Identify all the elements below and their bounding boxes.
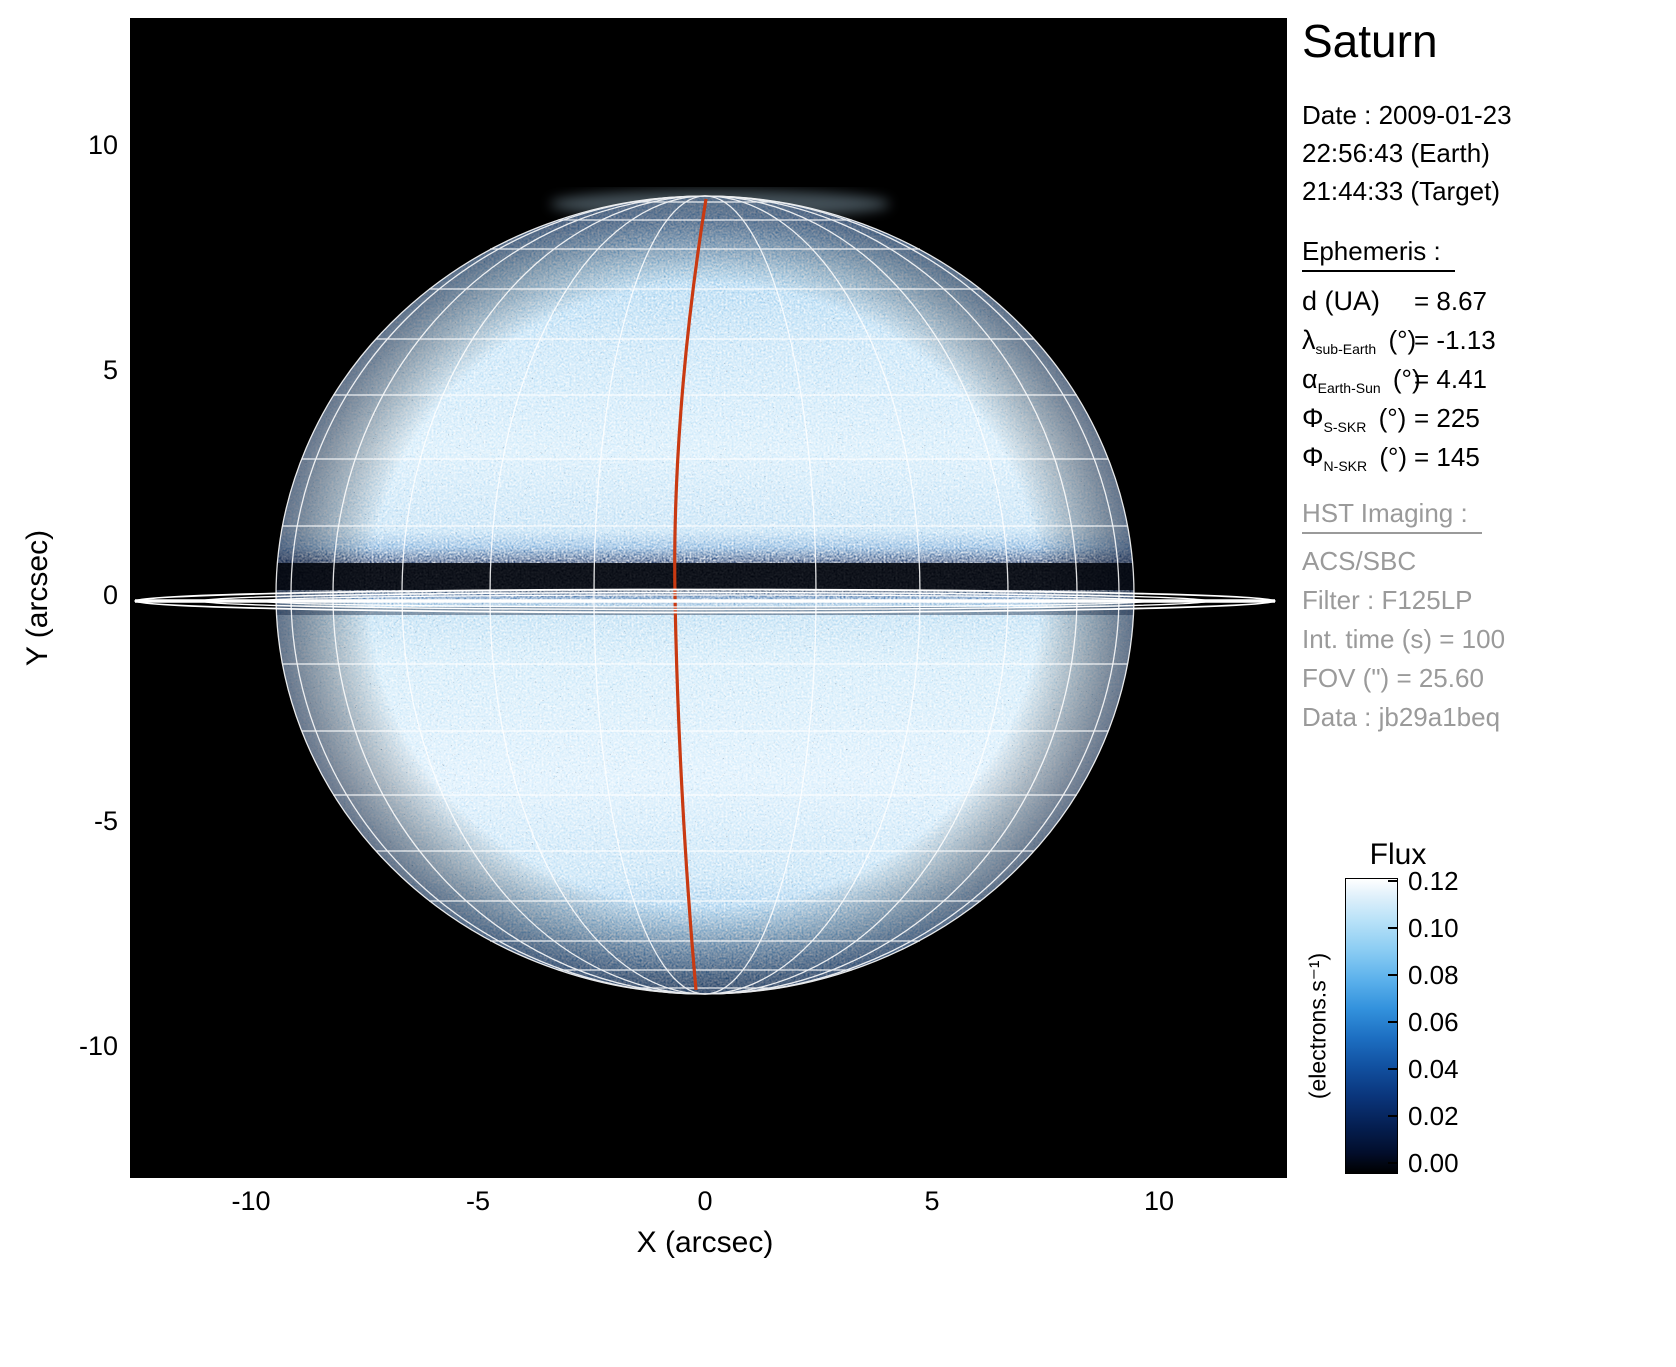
colorbar-title: Flux <box>1369 838 1427 871</box>
colorbar-tick <box>1388 1068 1397 1070</box>
plot-area <box>130 18 1287 1178</box>
hst-filter: Filter : F125LP <box>1302 585 1473 615</box>
colorbar-gradient <box>1345 878 1398 1174</box>
ring-shadow-band <box>276 563 1134 590</box>
ephemeris-row-sskr-phase: ΦS-SKR (°) = 225 <box>1302 399 1676 438</box>
ephemeris-row-distance: d (UA) = 8.67 <box>1302 282 1676 321</box>
colorbar-tick-label: 0.04 <box>1408 1054 1459 1084</box>
hst-imaging-heading: HST Imaging : <box>1302 498 1482 534</box>
y-tick-label: 5 <box>102 355 118 385</box>
ephemeris-symbol: d (UA) <box>1302 286 1381 316</box>
ephemeris-row-phase-angle: αEarth-Sun (°) = 4.41 <box>1302 360 1676 399</box>
ephemeris-symbol: α <box>1302 364 1318 394</box>
y-tick-label: 0 <box>102 580 118 610</box>
colorbar-unit: (electrons.s⁻¹) <box>1304 952 1331 1100</box>
colorbar-tick-label: 0.06 <box>1408 1007 1459 1037</box>
colorbar-tick <box>1388 927 1397 929</box>
ephemeris-table: d (UA) = 8.67 λsub-Earth (°) = -1.13 αEa… <box>1302 282 1676 477</box>
ephemeris-unit: (°) <box>1378 403 1407 433</box>
ephemeris-value: = 8.67 <box>1414 286 1488 316</box>
colorbar-tick-label: 0.00 <box>1408 1148 1459 1178</box>
x-tick-label: -10 <box>231 1186 271 1216</box>
hst-imaging-block: ACS/SBC Filter : F125LP Int. time (s) = … <box>1302 542 1505 737</box>
y-axis-ticks: 10 5 0 -5 -10 <box>28 0 118 1367</box>
colorbar-tick-label: 0.02 <box>1408 1101 1459 1131</box>
colorbar-tick <box>1388 974 1397 976</box>
colorbar-tick-label: 0.08 <box>1408 960 1459 990</box>
figure-title: Saturn <box>1302 15 1438 67</box>
ephemeris-value: = 145 <box>1414 442 1480 472</box>
ephemeris-unit: (°) <box>1392 364 1421 394</box>
y-tick-label: 10 <box>87 130 118 160</box>
y-axis-title: Y (arcsec) <box>21 529 54 667</box>
ephemeris-unit: (°) <box>1379 442 1408 472</box>
ephemeris-subscript: Earth-Sun <box>1317 380 1381 396</box>
observation-target-time: 21:44:33 (Target) <box>1302 176 1501 206</box>
ephemeris-symbol: Φ <box>1302 403 1324 433</box>
x-tick-label: 0 <box>697 1186 713 1216</box>
colorbar-tick <box>1388 1021 1397 1023</box>
grid-meridian <box>290 195 1120 995</box>
ephemeris-value: = 4.41 <box>1414 364 1488 394</box>
saturn-image <box>130 18 1287 1178</box>
ephemeris-subscript: N-SKR <box>1323 458 1368 474</box>
observation-block: Date : 2009-01-23 22:56:43 (Earth) 21:44… <box>1302 96 1512 210</box>
colorbar-tick <box>1388 1115 1397 1117</box>
ephemeris-row-nskr-phase: ΦN-SKR (°) = 145 <box>1302 438 1676 477</box>
colorbar-tick-label: 0.10 <box>1408 913 1459 943</box>
ephemeris-subscript: S-SKR <box>1323 419 1367 435</box>
ephemeris-heading: Ephemeris : <box>1302 236 1455 272</box>
x-axis-title: X (arcsec) <box>636 1226 774 1259</box>
ephemeris-symbol: Φ <box>1302 442 1324 472</box>
hst-int-time: Int. time (s) = 100 <box>1302 624 1506 654</box>
ephemeris-symbol: λ <box>1302 325 1316 355</box>
x-axis-ticks: -10 -5 0 5 10 <box>0 1186 1676 1220</box>
hst-data-id: Data : jb29a1beq <box>1302 702 1501 732</box>
hst-instrument: ACS/SBC <box>1302 546 1417 576</box>
ring-outlines <box>134 588 1276 614</box>
x-tick-label: 10 <box>1143 1186 1175 1216</box>
hst-fov: FOV (") = 25.60 <box>1302 663 1484 693</box>
y-tick-label: -10 <box>78 1031 118 1061</box>
observation-earth-time: 22:56:43 (Earth) <box>1302 138 1490 168</box>
sub-equator-dark-lane <box>276 607 1134 615</box>
ephemeris-unit: (°) <box>1388 325 1417 355</box>
colorbar-tick <box>1388 1162 1397 1164</box>
x-tick-label: 5 <box>924 1186 940 1216</box>
ephemeris-row-subearth-latitude: λsub-Earth (°) = -1.13 <box>1302 321 1676 360</box>
y-tick-label: -5 <box>93 806 118 836</box>
ephemeris-value: = -1.13 <box>1414 325 1496 355</box>
ephemeris-value: = 225 <box>1414 403 1480 433</box>
colorbar-tick-label: 0.12 <box>1408 866 1459 896</box>
ephemeris-subscript: sub-Earth <box>1315 341 1377 357</box>
observation-date: Date : 2009-01-23 <box>1302 100 1512 130</box>
colorbar-tick <box>1388 880 1397 882</box>
x-tick-label: -5 <box>465 1186 490 1216</box>
